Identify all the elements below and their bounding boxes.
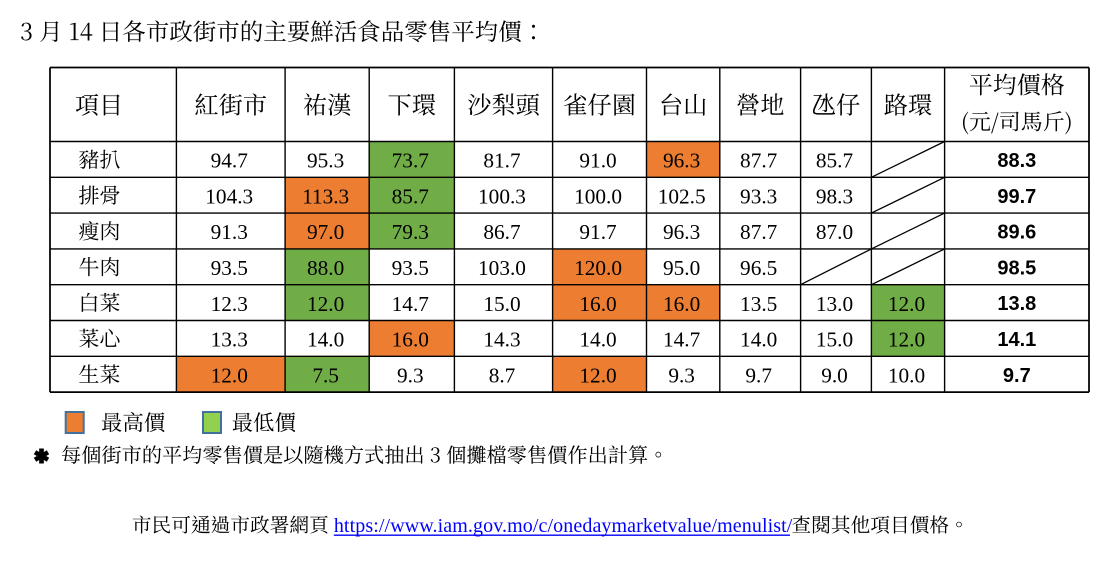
svg-text:88.3: 88.3: [997, 150, 1036, 172]
svg-text:13.0: 13.0: [816, 292, 853, 316]
svg-text:9.7: 9.7: [1003, 365, 1031, 387]
svg-text:12.3: 12.3: [211, 292, 248, 316]
svg-text:16.0: 16.0: [663, 292, 700, 316]
svg-text:99.7: 99.7: [997, 186, 1036, 208]
svg-text:8.7: 8.7: [489, 363, 516, 387]
svg-text:14.7: 14.7: [663, 328, 701, 352]
svg-text:16.0: 16.0: [392, 328, 429, 352]
svg-text:91.3: 91.3: [211, 220, 248, 244]
svg-text:98.5: 98.5: [997, 257, 1036, 279]
svg-text:95.3: 95.3: [307, 149, 344, 173]
svg-text:103.0: 103.0: [478, 256, 526, 280]
svg-text:12.0: 12.0: [307, 292, 344, 316]
svg-text:98.3: 98.3: [816, 184, 853, 208]
svg-text:9.0: 9.0: [821, 363, 848, 387]
svg-text:12.0: 12.0: [888, 292, 925, 316]
svg-text:96.3: 96.3: [663, 149, 700, 173]
svg-text:102.5: 102.5: [658, 184, 706, 208]
svg-text:12.0: 12.0: [579, 363, 616, 387]
svg-text:14.3: 14.3: [483, 328, 520, 352]
svg-text:100.0: 100.0: [574, 184, 622, 208]
svg-text:81.7: 81.7: [483, 149, 521, 173]
svg-text:10.0: 10.0: [888, 363, 925, 387]
svg-text:14.0: 14.0: [307, 328, 344, 352]
svg-text:91.0: 91.0: [579, 149, 616, 173]
svg-text:14.0: 14.0: [579, 328, 616, 352]
svg-text:14.0: 14.0: [740, 328, 777, 352]
svg-text:93.5: 93.5: [392, 256, 429, 280]
svg-text:87.7: 87.7: [740, 149, 778, 173]
svg-text:96.5: 96.5: [740, 256, 777, 280]
svg-text:96.3: 96.3: [663, 220, 700, 244]
svg-text:14.1: 14.1: [997, 329, 1036, 351]
svg-text:93.5: 93.5: [211, 256, 248, 280]
svg-text:113.3: 113.3: [302, 184, 349, 208]
svg-text:13.5: 13.5: [740, 292, 777, 316]
svg-text:94.7: 94.7: [211, 149, 249, 173]
svg-text:79.3: 79.3: [392, 220, 429, 244]
svg-text:87.7: 87.7: [740, 220, 778, 244]
svg-text:9.7: 9.7: [745, 363, 772, 387]
svg-text:85.7: 85.7: [392, 184, 430, 208]
svg-text:97.0: 97.0: [307, 220, 344, 244]
svg-text:120.0: 120.0: [574, 256, 622, 280]
svg-text:104.3: 104.3: [205, 184, 253, 208]
svg-text:85.7: 85.7: [816, 149, 854, 173]
svg-text:https://www.iam.gov.mo/c/oneda: https://www.iam.gov.mo/c/onedaymarketval…: [334, 515, 793, 537]
svg-text:15.0: 15.0: [483, 292, 520, 316]
svg-text:13.3: 13.3: [211, 328, 248, 352]
svg-text:87.0: 87.0: [816, 220, 853, 244]
svg-text:89.6: 89.6: [997, 222, 1036, 244]
svg-text:73.7: 73.7: [392, 149, 430, 173]
svg-text:93.3: 93.3: [740, 184, 777, 208]
svg-text:91.7: 91.7: [579, 220, 617, 244]
svg-text:95.0: 95.0: [663, 256, 700, 280]
svg-text:7.5: 7.5: [312, 363, 339, 387]
svg-text:14.7: 14.7: [392, 292, 430, 316]
svg-text:12.0: 12.0: [888, 328, 925, 352]
svg-text:9.3: 9.3: [668, 363, 695, 387]
svg-text:13.8: 13.8: [997, 293, 1036, 315]
svg-text:16.0: 16.0: [579, 292, 616, 316]
svg-text:86.7: 86.7: [483, 220, 521, 244]
svg-text:12.0: 12.0: [211, 363, 248, 387]
svg-text:88.0: 88.0: [307, 256, 344, 280]
svg-text:9.3: 9.3: [397, 363, 424, 387]
svg-text:15.0: 15.0: [816, 328, 853, 352]
svg-text:100.3: 100.3: [478, 184, 526, 208]
